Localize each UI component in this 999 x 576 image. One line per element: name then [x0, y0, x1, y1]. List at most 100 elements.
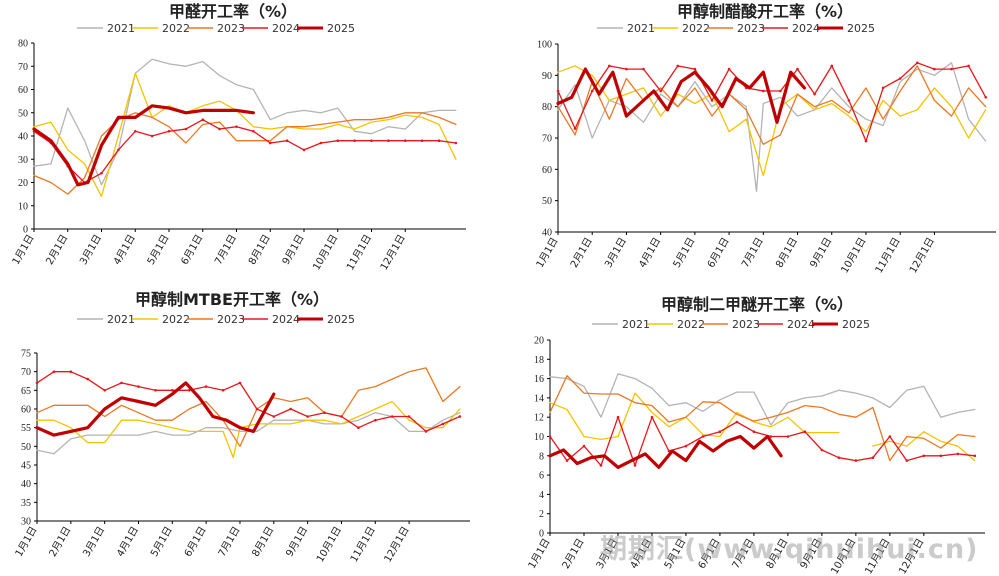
series-point-2024 — [150, 134, 154, 138]
series-point-2024 — [659, 89, 662, 93]
series-line-2025 — [548, 434, 783, 469]
legend-label-2024: 2024 — [792, 22, 820, 35]
x-tick-label: 1月1日 — [526, 537, 553, 571]
series-point-2024 — [888, 435, 892, 438]
x-tick-label: 2月1日 — [568, 236, 595, 270]
x-tick-label: 12月1日 — [907, 236, 937, 276]
series-point-2024 — [289, 407, 293, 411]
series-point-2024 — [590, 89, 594, 93]
x-tick-label: 5月1日 — [671, 236, 698, 270]
y-tick-label: 70 — [18, 62, 28, 73]
series-point-2024 — [727, 67, 731, 71]
series-point-2024 — [390, 415, 394, 418]
x-tick-label: 11月1日 — [348, 525, 378, 565]
y-tick-label: 80 — [18, 39, 28, 50]
series-point-2024 — [786, 435, 790, 438]
y-tick-label: 35 — [21, 498, 31, 509]
series-point-2024 — [137, 385, 140, 388]
series-line-2023 — [557, 65, 987, 145]
y-tick-label: 0 — [23, 225, 28, 236]
series-point-2024 — [779, 89, 782, 93]
series-point-2024 — [864, 139, 868, 143]
legend-label-2022: 2022 — [162, 313, 190, 326]
series-line-2024 — [36, 371, 461, 433]
x-tick-label: 4月1日 — [636, 236, 663, 270]
y-tick-label: 70 — [542, 134, 552, 145]
y-tick-label: 40 — [18, 132, 28, 143]
y-tick-label: 2 — [539, 509, 544, 520]
x-tick-label: 2月1日 — [560, 537, 587, 571]
x-tick-label: 10月1日 — [839, 236, 869, 276]
series-line-2024 — [557, 62, 987, 142]
series-point-2024 — [820, 448, 824, 452]
series-point-2024 — [898, 77, 902, 80]
x-tick-label: 4月1日 — [114, 525, 141, 559]
series-point-2024 — [167, 130, 171, 133]
x-tick-label: 6月1日 — [182, 525, 209, 559]
series-point-2024 — [323, 411, 326, 414]
y-tick-label: 4 — [539, 490, 544, 501]
series-point-2024 — [881, 86, 885, 90]
series-point-2024 — [582, 444, 586, 448]
series-line-2022 — [557, 65, 987, 177]
legend-label-2021: 2021 — [107, 22, 135, 35]
series-point-2024 — [599, 464, 603, 467]
x-tick-label: 5月1日 — [145, 233, 172, 267]
series-point-2024 — [684, 444, 688, 448]
series-point-2024 — [370, 139, 373, 142]
series-point-2024 — [650, 415, 654, 419]
series-point-2024 — [437, 139, 441, 142]
series-group — [556, 61, 987, 192]
series-point-2024 — [458, 415, 462, 418]
series-point-2024 — [404, 139, 407, 142]
legend-label-2021: 2021 — [627, 22, 655, 35]
series-point-2024 — [235, 125, 238, 128]
series-point-2024 — [52, 370, 56, 373]
y-tick-label: 80 — [542, 102, 552, 113]
x-tick-label: 3月1日 — [602, 236, 629, 270]
watermark: 期期汇(www.qihuihui.cn) — [600, 534, 979, 565]
series-group — [548, 373, 977, 469]
series-point-2024 — [285, 139, 289, 142]
series-point-2024 — [922, 454, 926, 458]
series-line-2024 — [549, 416, 976, 467]
series-point-2024 — [701, 435, 705, 438]
chart-formaldehyde-svg: 甲醛开工率（%） 2021 2022 2023 2024 2025 0 10 20 30 40 50 6… — [10, 2, 466, 273]
x-tick-label: 7月1日 — [212, 233, 239, 267]
y-tick-label: 65 — [21, 386, 31, 397]
chart-acetic-acid: 甲醇制醋酸开工率（%） 2021 2022 2023 2024 2025 40 50 60 70 8… — [520, 0, 999, 285]
series-line-2025 — [556, 67, 806, 124]
series-line-2025 — [35, 381, 276, 437]
x-tick-label: 10月1日 — [310, 233, 340, 273]
legend-label-2023: 2023 — [217, 313, 245, 326]
series-line-2021 — [549, 373, 976, 426]
chart-title: 甲醇制醋酸开工率（%） — [677, 2, 853, 21]
series-point-2024 — [769, 435, 773, 438]
series-line-2025 — [32, 104, 255, 187]
series-point-2024 — [117, 148, 120, 152]
y-tick-label: 70 — [21, 367, 31, 378]
legend-label-2022: 2022 — [677, 318, 705, 331]
series-point-2024 — [905, 459, 909, 462]
y-tick-label: 10 — [534, 432, 544, 443]
x-tick-label: 7月1日 — [739, 236, 766, 270]
x-tick-label: 2月1日 — [44, 233, 71, 267]
series-point-2024 — [803, 430, 807, 433]
series-line-2022 — [33, 72, 457, 198]
series-point-2024 — [120, 381, 123, 385]
series-point-2024 — [420, 139, 424, 142]
chart-title: 甲醇制二甲醚开工率（%） — [661, 295, 853, 314]
series-point-2024 — [255, 407, 259, 411]
y-tick-label: 55 — [21, 423, 31, 434]
series-point-2024 — [154, 389, 157, 392]
chart-title: 甲醇制MTBE开工率（%） — [135, 290, 329, 309]
series-point-2024 — [454, 141, 458, 145]
series-line-2021 — [557, 62, 987, 192]
legend-label-2025: 2025 — [847, 22, 875, 35]
x-tick-label: 6月1日 — [179, 233, 206, 267]
series-point-2024 — [565, 459, 569, 462]
chart-dme: 甲醇制二甲醚开工率（%） 2021 2022 2023 2024 2025 0 2 4 6 8 10 1… — [515, 293, 999, 576]
series-point-2024 — [69, 370, 73, 373]
series-point-2024 — [608, 64, 611, 68]
series-point-2024 — [813, 92, 816, 96]
